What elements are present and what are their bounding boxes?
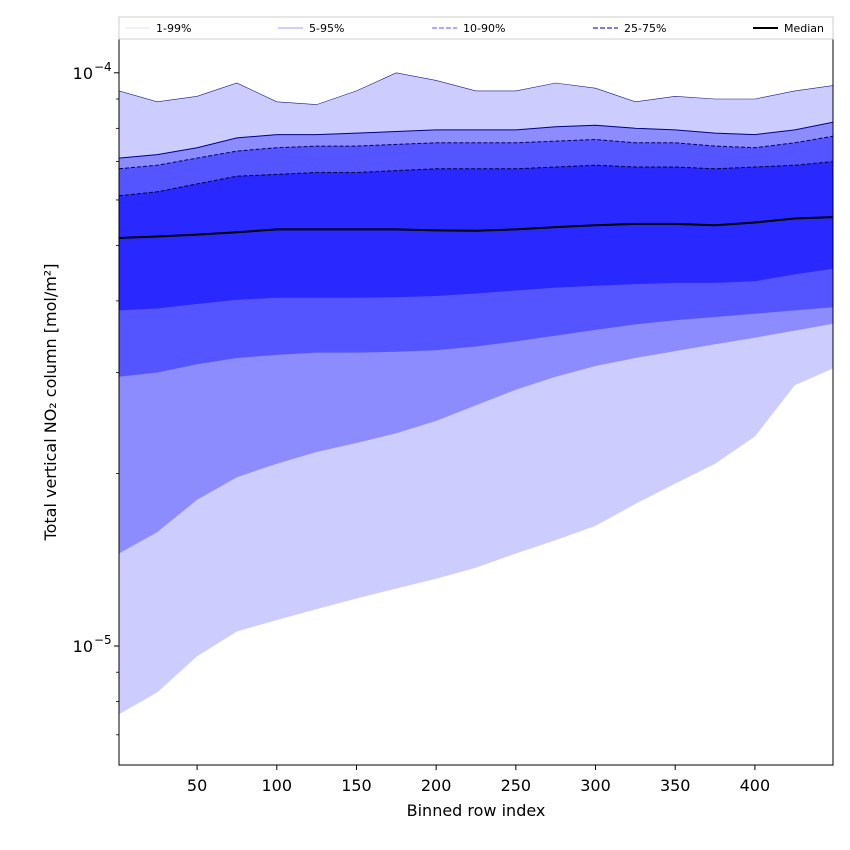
legend-label: 25-75% [624, 22, 666, 35]
legend-label: Median [784, 22, 824, 35]
legend-label: 1-99% [156, 22, 191, 35]
median-line [119, 216, 833, 239]
x-tick-label: 250 [501, 776, 532, 795]
band-upper-edge-5-95pct [119, 121, 833, 159]
y-axis-ticks: 10−510−4 [73, 60, 119, 736]
x-tick-label: 200 [421, 776, 452, 795]
legend-box [118, 16, 834, 40]
x-tick-label: 300 [580, 776, 611, 795]
y-tick-label: 10 [73, 637, 93, 656]
y-axis-label: Total vertical NO₂ column [mol/m²] [41, 264, 60, 542]
x-tick-label: 400 [740, 776, 771, 795]
y-tick-label: 10 [73, 64, 93, 83]
x-tick-label: 350 [660, 776, 691, 795]
legend-label: 5-95% [309, 22, 344, 35]
x-axis-ticks: 50 100 150 200 250 300 350 400 [187, 765, 770, 795]
x-tick-label: 100 [262, 776, 293, 795]
band-upper-edge-1-99pct [119, 72, 833, 105]
band-layer [119, 72, 833, 715]
legend: 1-99% 5-95% 10-90% 25-75% Median [118, 16, 834, 40]
x-tick-label: 150 [341, 776, 372, 795]
x-tick-label: 50 [187, 776, 207, 795]
x-axis-label: Binned row index [407, 801, 546, 820]
legend-label: 10-90% [463, 22, 505, 35]
band-25-75pct [119, 161, 833, 311]
y-tick-exponent: −4 [94, 60, 112, 74]
median-layer [119, 216, 833, 239]
y-tick-exponent: −5 [94, 633, 112, 647]
